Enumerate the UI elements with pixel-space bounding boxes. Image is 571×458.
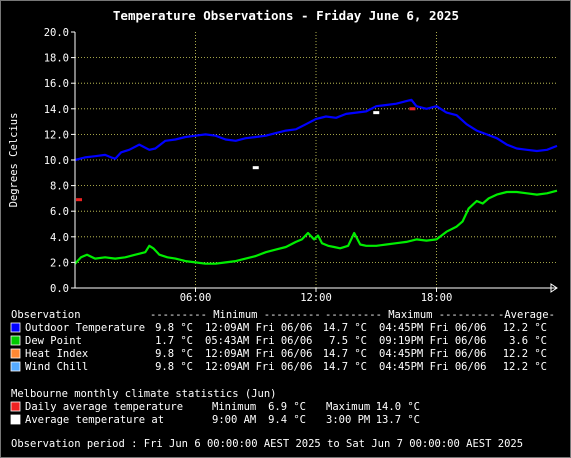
grid-lines [71, 31, 557, 292]
summary-avg: 12.2 °C [503, 348, 547, 360]
series-line-outdoor-temperature [74, 98, 558, 162]
summary-min-time: 05:43AM Fri 06/06 [205, 335, 312, 347]
observation-period: Observation period : Fri Jun 6 00:00:00 … [11, 438, 523, 450]
x-axis-arrow-icon [550, 283, 558, 293]
summary-label: Outdoor Temperature [25, 322, 145, 334]
y-tick-label: 18.0 [44, 53, 69, 65]
summary-min-time: 12:09AM Fri 06/06 [205, 322, 312, 334]
y-tick-label: 8.0 [50, 181, 69, 193]
x-tick-label: 06:00 [180, 292, 212, 304]
summary-min-time: 12:09AM Fri 06/06 [205, 361, 312, 373]
y-tick-label: 14.0 [44, 104, 69, 116]
header-maximum: --------- Maximum --------- [325, 309, 496, 321]
climate-marker [252, 166, 259, 170]
y-axis-label: Degrees Celcius [8, 113, 20, 208]
legend-swatch [10, 335, 21, 346]
climate-v1: 9.4 °C [268, 414, 306, 426]
summary-min: 1.7 °C [155, 335, 193, 347]
y-tick-label: 20.0 [44, 27, 69, 39]
climate-k2: Maximum [326, 401, 370, 413]
header-minimum: --------- Minimum --------- [150, 309, 321, 321]
x-tick-label: 18:00 [421, 292, 453, 304]
summary-max-time: 04:45PM Fri 06/06 [379, 361, 486, 373]
climate-swatch [10, 401, 21, 412]
chart-title: Temperature Observations - Friday June 6… [113, 8, 459, 23]
climate-title: Melbourne monthly climate statistics (Ju… [11, 388, 277, 400]
summary-label: Wind Chill [25, 361, 88, 373]
climate-markers [76, 107, 416, 202]
summary-max-time: 04:45PM Fri 06/06 [379, 322, 486, 334]
legend-swatch [10, 322, 21, 333]
climate-k1: 9:00 AM [212, 414, 256, 426]
climate-v2: 14.0 °C [376, 401, 420, 413]
legend-swatch [10, 361, 21, 372]
climate-label: Daily average temperature [25, 401, 183, 413]
climate-marker [76, 198, 83, 202]
climate-k2: 3:00 PM [326, 414, 370, 426]
data-series [74, 98, 558, 265]
climate-label: Average temperature at [25, 414, 164, 426]
summary-min: 9.8 °C [155, 322, 193, 334]
summary-label: Dew Point [25, 335, 82, 347]
y-tick-label: 2.0 [50, 257, 69, 269]
climate-swatch [10, 414, 21, 425]
y-tick-label: 10.0 [44, 155, 69, 167]
header-average: -Average- [498, 309, 555, 321]
summary-min: 9.8 °C [155, 348, 193, 360]
summary-table: Observation --------- Minimum --------- … [11, 309, 555, 321]
summary-max-time: 09:19PM Fri 06/06 [379, 335, 486, 347]
summary-max: 7.5 °C [329, 335, 367, 347]
climate-k1: Minimum [212, 401, 256, 413]
plot-frame [74, 32, 558, 293]
summary-min-time: 12:09AM Fri 06/06 [205, 348, 312, 360]
summary-label: Heat Index [25, 348, 88, 360]
summary-avg: 3.6 °C [509, 335, 547, 347]
y-tick-label: 0.0 [50, 283, 69, 295]
climate-marker [373, 111, 380, 115]
y-tick-label: 4.0 [50, 232, 69, 244]
summary-rows: Outdoor Temperature 9.8 °C 12:09AM Fri 06/… [10, 322, 547, 373]
y-tick-labels: 0.0 2.0 4.0 6.0 8.0 10.0 12.0 14.0 16.0 18.0 20.0 [44, 27, 69, 295]
y-tick-label: 6.0 [50, 206, 69, 218]
x-tick-label: 12:00 [300, 292, 332, 304]
y-tick-label: 16.0 [44, 78, 69, 90]
y-tick-label: 12.0 [44, 129, 69, 141]
climate-marker [409, 107, 416, 111]
summary-min: 9.8 °C [155, 361, 193, 373]
header-observation: Observation [11, 309, 81, 321]
climate-v2: 13.7 °C [376, 414, 420, 426]
climate-rows: Daily average temperature Minimum 6.9 °C Ma… [10, 401, 420, 426]
summary-avg: 12.2 °C [503, 361, 547, 373]
summary-max: 14.7 °C [323, 361, 367, 373]
summary-max: 14.7 °C [323, 348, 367, 360]
climate-v1: 6.9 °C [268, 401, 306, 413]
series-line-dew-point [74, 189, 558, 265]
summary-max: 14.7 °C [323, 322, 367, 334]
summary-max-time: 04:45PM Fri 06/06 [379, 348, 486, 360]
x-tick-labels: 06:00 12:00 18:00 [180, 292, 453, 304]
summary-avg: 12.2 °C [503, 322, 547, 334]
legend-swatch [10, 348, 21, 359]
